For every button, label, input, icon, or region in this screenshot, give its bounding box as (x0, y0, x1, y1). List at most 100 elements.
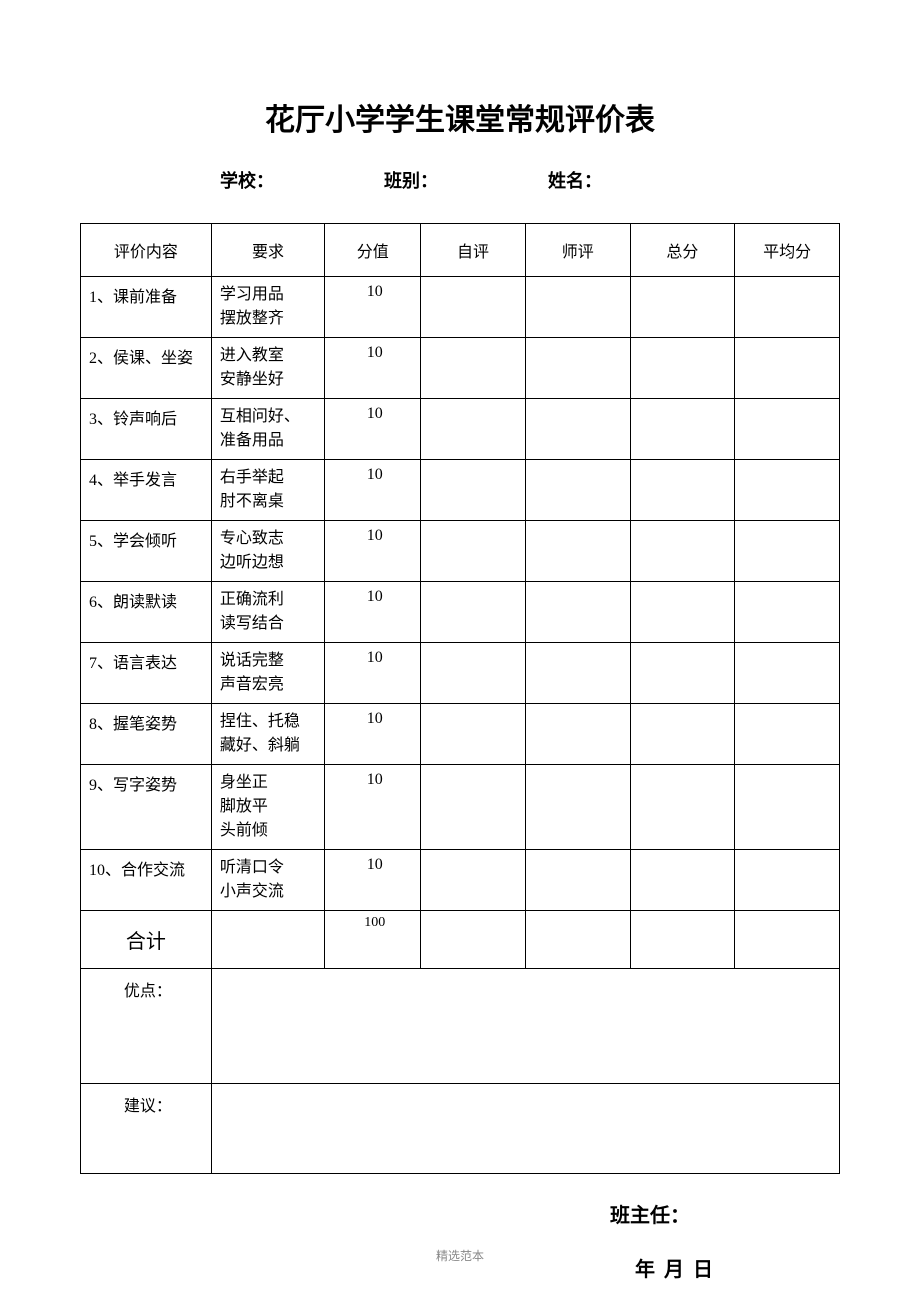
row-empty-cell (525, 765, 630, 850)
total-avg-cell (735, 911, 840, 969)
row-requirement: 专心致志边听边想 (211, 521, 324, 582)
row-empty-cell (735, 582, 840, 643)
info-row: 学校： 班别： 姓名： (80, 167, 840, 193)
row-content: 4、举手发言 (81, 460, 212, 521)
row-score: 10 (325, 765, 421, 850)
table-row: 2、侯课、坐姿进入教室安静坐好10 (81, 338, 840, 399)
row-requirement: 正确流利读写结合 (211, 582, 324, 643)
suggest-label: 建议： (81, 1084, 212, 1174)
table-row: 1、课前准备学习用品摆放整齐10 (81, 277, 840, 338)
row-empty-cell (735, 704, 840, 765)
row-score: 10 (325, 850, 421, 911)
row-empty-cell (421, 277, 526, 338)
row-empty-cell (421, 704, 526, 765)
row-requirement: 进入教室安静坐好 (211, 338, 324, 399)
row-empty-cell (630, 521, 735, 582)
row-empty-cell (630, 399, 735, 460)
row-empty-cell (630, 582, 735, 643)
row-requirement: 学习用品摆放整齐 (211, 277, 324, 338)
table-row: 9、写字姿势身坐正脚放平头前倾10 (81, 765, 840, 850)
row-content: 1、课前准备 (81, 277, 212, 338)
header-self: 自评 (421, 224, 526, 277)
table-row: 8、握笔姿势捏住、托稳藏好、斜躺10 (81, 704, 840, 765)
row-empty-cell (735, 277, 840, 338)
header-score: 分值 (325, 224, 421, 277)
row-empty-cell (630, 460, 735, 521)
merit-label: 优点： (81, 969, 212, 1084)
row-empty-cell (421, 338, 526, 399)
table-header-row: 评价内容 要求 分值 自评 师评 总分 平均分 (81, 224, 840, 277)
total-row: 合计 100 (81, 911, 840, 969)
merit-content-cell (211, 969, 839, 1084)
row-empty-cell (421, 765, 526, 850)
row-content: 3、铃声响后 (81, 399, 212, 460)
row-empty-cell (421, 521, 526, 582)
row-empty-cell (735, 399, 840, 460)
row-score: 10 (325, 704, 421, 765)
row-empty-cell (630, 765, 735, 850)
row-empty-cell (525, 399, 630, 460)
total-total-cell (630, 911, 735, 969)
total-self-cell (421, 911, 526, 969)
evaluation-table: 评价内容 要求 分值 自评 师评 总分 平均分 1、课前准备学习用品摆放整齐10… (80, 223, 840, 1174)
total-label: 合计 (81, 911, 212, 969)
header-requirement: 要求 (211, 224, 324, 277)
row-empty-cell (630, 277, 735, 338)
row-score: 10 (325, 582, 421, 643)
teacher-signature-label: 班主任： (80, 1199, 840, 1228)
document-page: 花厅小学学生课堂常规评价表 学校： 班别： 姓名： 评价内容 要求 分值 自评 … (0, 0, 920, 1282)
row-requirement: 身坐正脚放平头前倾 (211, 765, 324, 850)
row-score: 10 (325, 399, 421, 460)
row-empty-cell (421, 399, 526, 460)
row-score: 10 (325, 460, 421, 521)
row-empty-cell (421, 850, 526, 911)
suggest-row: 建议： (81, 1084, 840, 1174)
row-content: 7、语言表达 (81, 643, 212, 704)
row-empty-cell (525, 521, 630, 582)
row-empty-cell (630, 643, 735, 704)
row-empty-cell (735, 643, 840, 704)
row-empty-cell (525, 582, 630, 643)
row-empty-cell (525, 277, 630, 338)
row-empty-cell (735, 460, 840, 521)
row-requirement: 右手举起肘不离桌 (211, 460, 324, 521)
header-average: 平均分 (735, 224, 840, 277)
row-empty-cell (421, 643, 526, 704)
total-teacher-cell (525, 911, 630, 969)
row-empty-cell (525, 704, 630, 765)
row-empty-cell (630, 338, 735, 399)
row-content: 8、握笔姿势 (81, 704, 212, 765)
row-content: 2、侯课、坐姿 (81, 338, 212, 399)
table-row: 6、朗读默读正确流利读写结合10 (81, 582, 840, 643)
row-score: 10 (325, 643, 421, 704)
table-row: 3、铃声响后互相问好、准备用品10 (81, 399, 840, 460)
row-empty-cell (525, 460, 630, 521)
total-req-cell (211, 911, 324, 969)
header-total: 总分 (630, 224, 735, 277)
header-teacher: 师评 (525, 224, 630, 277)
row-empty-cell (630, 704, 735, 765)
table-row: 10、合作交流听清口令小声交流10 (81, 850, 840, 911)
school-label: 学校： (220, 167, 274, 193)
table-row: 4、举手发言右手举起肘不离桌10 (81, 460, 840, 521)
row-empty-cell (525, 338, 630, 399)
row-content: 5、学会倾听 (81, 521, 212, 582)
row-empty-cell (735, 521, 840, 582)
row-requirement: 互相问好、准备用品 (211, 399, 324, 460)
row-empty-cell (421, 582, 526, 643)
merit-row: 优点： (81, 969, 840, 1084)
header-content: 评价内容 (81, 224, 212, 277)
row-score: 10 (325, 521, 421, 582)
table-row: 7、语言表达说话完整声音宏亮10 (81, 643, 840, 704)
total-score: 100 (325, 911, 421, 969)
class-label: 班别： (384, 167, 438, 193)
row-content: 9、写字姿势 (81, 765, 212, 850)
row-empty-cell (630, 850, 735, 911)
row-requirement: 说话完整声音宏亮 (211, 643, 324, 704)
row-score: 10 (325, 338, 421, 399)
row-score: 10 (325, 277, 421, 338)
page-footer: 精选范本 (0, 1247, 920, 1264)
suggest-content-cell (211, 1084, 839, 1174)
row-empty-cell (421, 460, 526, 521)
page-title: 花厅小学学生课堂常规评价表 (80, 95, 840, 139)
